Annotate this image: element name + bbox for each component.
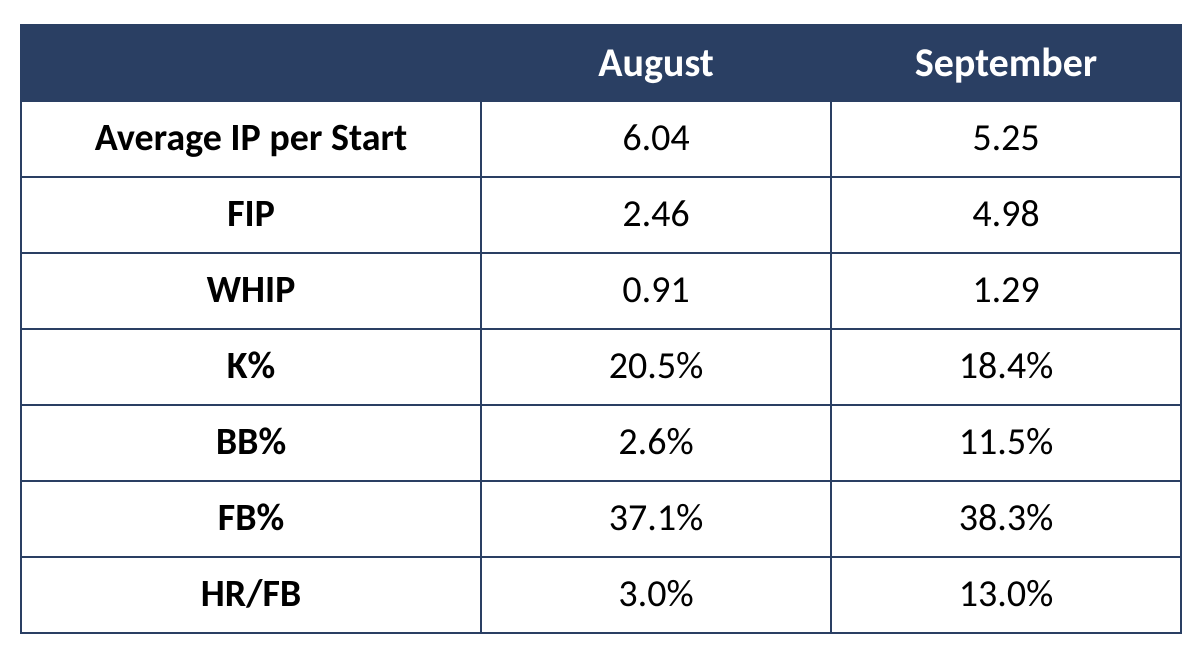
header-september: September: [831, 25, 1181, 101]
cell-september: 4.98: [831, 177, 1181, 253]
cell-september: 13.0%: [831, 557, 1181, 633]
row-label: K%: [21, 329, 481, 405]
header-blank: [21, 25, 481, 101]
row-label: BB%: [21, 405, 481, 481]
cell-august: 0.91: [481, 253, 831, 329]
table-row: BB% 2.6% 11.5%: [21, 405, 1181, 481]
table-row: K% 20.5% 18.4%: [21, 329, 1181, 405]
row-label: FB%: [21, 481, 481, 557]
cell-august: 2.6%: [481, 405, 831, 481]
table-row: FB% 37.1% 38.3%: [21, 481, 1181, 557]
cell-september: 38.3%: [831, 481, 1181, 557]
row-label: FIP: [21, 177, 481, 253]
cell-august: 20.5%: [481, 329, 831, 405]
table-row: Average IP per Start 6.04 5.25: [21, 101, 1181, 177]
cell-september: 18.4%: [831, 329, 1181, 405]
table-row: HR/FB 3.0% 13.0%: [21, 557, 1181, 633]
cell-august: 37.1%: [481, 481, 831, 557]
cell-september: 5.25: [831, 101, 1181, 177]
cell-august: 6.04: [481, 101, 831, 177]
table-header-row: August September: [21, 25, 1181, 101]
row-label: WHIP: [21, 253, 481, 329]
table-row: WHIP 0.91 1.29: [21, 253, 1181, 329]
cell-august: 3.0%: [481, 557, 831, 633]
header-august: August: [481, 25, 831, 101]
cell-september: 1.29: [831, 253, 1181, 329]
row-label: Average IP per Start: [21, 101, 481, 177]
cell-september: 11.5%: [831, 405, 1181, 481]
cell-august: 2.46: [481, 177, 831, 253]
pitching-stats-table: August September Average IP per Start 6.…: [20, 24, 1182, 634]
table-row: FIP 2.46 4.98: [21, 177, 1181, 253]
row-label: HR/FB: [21, 557, 481, 633]
